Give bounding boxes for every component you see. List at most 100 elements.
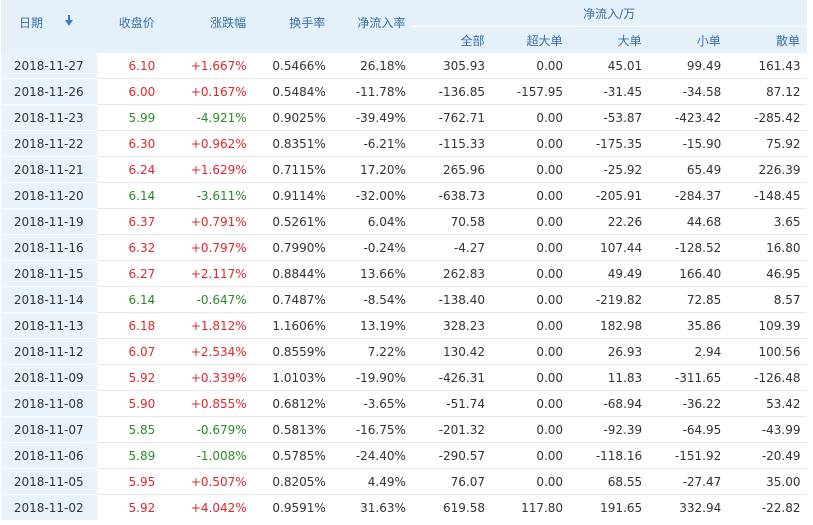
header-all-label: 全部 xyxy=(460,33,485,48)
cell-inflow-xlarge: 0.00 xyxy=(490,442,570,469)
cell-turnover: 1.1606% xyxy=(252,312,332,339)
sort-down-arrow-icon[interactable] xyxy=(65,14,74,26)
cell-inflow-retail: -20.49 xyxy=(727,442,807,469)
cell-date: 2018-11-13 xyxy=(1,312,97,339)
header-inflow-rate-label: 净流入率 xyxy=(357,16,406,30)
header-turnover-label: 换手率 xyxy=(289,16,326,30)
cell-inflow-retail: 8.57 xyxy=(727,286,807,313)
cell-date: 2018-11-06 xyxy=(1,442,97,469)
cell-inflow-xlarge: 0.00 xyxy=(490,390,570,417)
cell-inflow-all: 76.07 xyxy=(411,468,491,495)
cell-inflow-xlarge: 0.00 xyxy=(490,416,570,443)
table-row: 2018-11-14 6.14 -0.647% 0.7487% -8.54% -138.4… xyxy=(1,286,807,313)
cell-date: 2018-11-09 xyxy=(1,364,97,391)
header-all[interactable]: 全部 xyxy=(411,26,492,53)
cell-close: 5.99 xyxy=(96,104,162,131)
cell-inflow-all: -138.40 xyxy=(411,286,491,313)
header-small[interactable]: 小单 xyxy=(648,26,728,53)
cell-inflow-xlarge: 0.00 xyxy=(490,364,570,391)
cell-inflow-large: 26.93 xyxy=(569,338,649,365)
cell-inflow-large: -205.91 xyxy=(569,182,649,209)
header-change[interactable]: 涨跌幅 xyxy=(161,0,254,53)
cell-inflow-all: 130.42 xyxy=(411,338,491,365)
cell-turnover: 0.8351% xyxy=(252,130,332,157)
cell-change: -0.679% xyxy=(161,416,253,443)
cell-inflow-rate: -6.21% xyxy=(331,130,412,157)
cell-date: 2018-11-12 xyxy=(1,338,97,365)
cell-inflow-large: 182.98 xyxy=(569,312,649,339)
cell-close: 6.18 xyxy=(96,312,162,339)
cell-inflow-rate: -39.49% xyxy=(331,104,412,131)
cell-inflow-small: -15.90 xyxy=(648,130,728,157)
cell-change: +0.797% xyxy=(161,234,253,261)
cell-date: 2018-11-27 xyxy=(1,53,97,79)
cell-change: -1.008% xyxy=(161,442,253,469)
cell-change: +2.534% xyxy=(161,338,253,365)
cell-close: 5.92 xyxy=(96,364,162,391)
cell-inflow-all: 305.93 xyxy=(411,53,491,79)
cell-turnover: 0.7487% xyxy=(252,286,332,313)
cell-inflow-retail: 109.39 xyxy=(727,312,807,339)
header-large[interactable]: 大单 xyxy=(569,26,649,53)
cell-close: 6.24 xyxy=(96,156,162,183)
cell-inflow-retail: 3.65 xyxy=(727,208,807,235)
cell-inflow-small: 72.85 xyxy=(648,286,728,313)
header-date[interactable]: 日期 xyxy=(1,0,98,53)
cell-turnover: 0.9025% xyxy=(252,104,332,131)
cell-inflow-retail: -148.45 xyxy=(727,182,807,209)
cell-inflow-retail: -43.99 xyxy=(727,416,807,443)
cell-inflow-retail: -126.48 xyxy=(727,364,807,391)
cell-turnover: 0.6812% xyxy=(252,390,332,417)
header-inflow-rate[interactable]: 净流入率 xyxy=(331,0,413,53)
cell-inflow-xlarge: 0.00 xyxy=(490,468,570,495)
cell-date: 2018-11-14 xyxy=(1,286,97,313)
cell-inflow-xlarge: 0.00 xyxy=(490,156,570,183)
cell-inflow-small: 2.94 xyxy=(648,338,728,365)
cell-date: 2018-11-23 xyxy=(1,104,97,131)
cell-inflow-small: -128.52 xyxy=(648,234,728,261)
cell-inflow-rate: 4.49% xyxy=(331,468,412,495)
cell-inflow-xlarge: 0.00 xyxy=(490,208,570,235)
cell-inflow-all: 328.23 xyxy=(411,312,491,339)
table-row: 2018-11-13 6.18 +1.812% 1.1606% 13.19% 328.23… xyxy=(1,312,807,339)
cell-close: 6.37 xyxy=(96,208,162,235)
cell-inflow-retail: -285.42 xyxy=(727,104,807,131)
cell-turnover: 0.9591% xyxy=(272,500,326,515)
cell-inflow-small: 332.94 xyxy=(679,500,722,515)
cell-change: -0.647% xyxy=(161,286,253,313)
cell-inflow-small: -27.47 xyxy=(648,468,728,495)
cell-turnover: 0.5785% xyxy=(252,442,332,469)
cell-date: 2018-11-21 xyxy=(1,156,97,183)
table-row: 2018-11-19 6.37 +0.791% 0.5261% 6.04% 70.58 0.… xyxy=(1,208,807,235)
cell-inflow-all: -136.85 xyxy=(411,78,491,105)
cell-inflow-all: 619.58 xyxy=(442,500,485,515)
header-change-label: 涨跌幅 xyxy=(210,16,247,30)
header-turnover[interactable]: 换手率 xyxy=(252,0,333,53)
header-close[interactable]: 收盘价 xyxy=(96,0,162,53)
cell-inflow-large: -25.92 xyxy=(569,156,649,183)
cell-close: 5.90 xyxy=(96,390,162,417)
cell-turnover: 1.0103% xyxy=(252,364,332,391)
cell-date: 2018-11-26 xyxy=(1,78,97,105)
table-row: 2018-11-07 5.85 -0.679% 0.5813% -16.75% -201.… xyxy=(1,416,807,443)
cell-inflow-large: -31.45 xyxy=(569,78,649,105)
cell-inflow-retail: 87.12 xyxy=(727,78,807,105)
cell-change: +0.791% xyxy=(161,208,253,235)
cell-turnover: 0.9114% xyxy=(252,182,332,209)
cell-inflow-xlarge: -157.95 xyxy=(490,78,570,105)
cell-inflow-all: -51.74 xyxy=(411,390,491,417)
cell-inflow-large: -53.87 xyxy=(569,104,649,131)
cell-inflow-large: -175.35 xyxy=(569,130,649,157)
cell-date: 2018-11-19 xyxy=(1,208,97,235)
cell-close: 6.10 xyxy=(96,53,162,79)
cell-date: 2018-11-02 xyxy=(1,494,97,520)
cell-inflow-rate: 13.19% xyxy=(331,312,412,339)
cell-change: -3.611% xyxy=(161,182,253,209)
cell-close: 6.32 xyxy=(96,234,162,261)
cell-inflow-small: 99.49 xyxy=(648,53,728,79)
header-retail[interactable]: 散单 xyxy=(727,26,808,53)
cell-change: +0.507% xyxy=(161,468,253,495)
header-xlarge[interactable]: 超大单 xyxy=(490,26,570,53)
cell-inflow-small: -34.58 xyxy=(648,78,728,105)
cell-inflow-rate: -0.24% xyxy=(331,234,412,261)
